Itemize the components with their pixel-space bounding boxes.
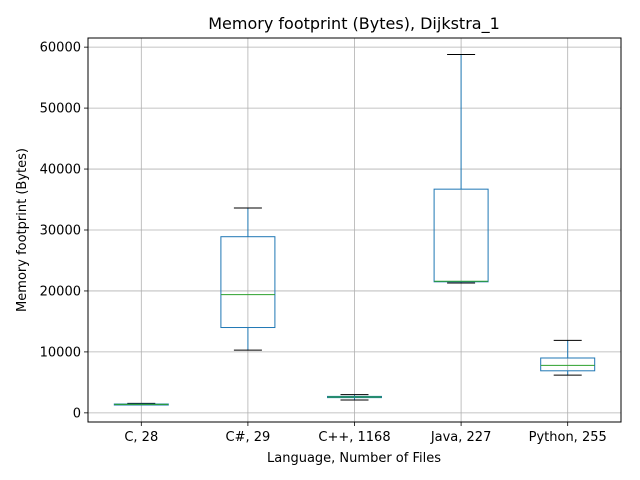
y-tick-label: 50000 bbox=[40, 102, 81, 117]
x-axis-label: Language, Number of Files bbox=[267, 451, 441, 466]
iqr-box bbox=[540, 357, 596, 372]
iqr-box bbox=[433, 188, 489, 283]
box-series bbox=[113, 53, 596, 406]
y-axis-label: Memory footprint (Bytes) bbox=[15, 148, 30, 312]
y-tick-label: 10000 bbox=[40, 345, 81, 360]
chart-title: Memory footprint (Bytes), Dijkstra_1 bbox=[208, 14, 500, 34]
box-3 bbox=[433, 53, 489, 284]
y-tick-label: 40000 bbox=[40, 163, 81, 178]
x-tick-label: C, 28 bbox=[124, 430, 158, 445]
box-0 bbox=[113, 402, 169, 406]
x-tick-label: Python, 255 bbox=[529, 430, 607, 445]
y-tick-label: 30000 bbox=[40, 224, 81, 239]
box-1 bbox=[220, 207, 276, 351]
iqr-box bbox=[220, 236, 276, 329]
box-4 bbox=[540, 339, 596, 376]
y-tick-label: 20000 bbox=[40, 284, 81, 299]
y-tick-label: 0 bbox=[73, 406, 81, 421]
x-tick-label: C++, 1168 bbox=[318, 430, 390, 445]
x-tick-label: Java, 227 bbox=[430, 430, 492, 445]
y-tick-label: 60000 bbox=[40, 41, 81, 56]
box-2 bbox=[327, 394, 382, 401]
y-axis-ticks: 0 10000 20000 30000 40000 50000 60000 bbox=[40, 41, 88, 421]
x-axis-ticks: C, 28 C#, 29 C++, 1168 Java, 227 Python, 255 bbox=[124, 422, 607, 445]
x-tick-label: C#, 29 bbox=[226, 430, 271, 445]
